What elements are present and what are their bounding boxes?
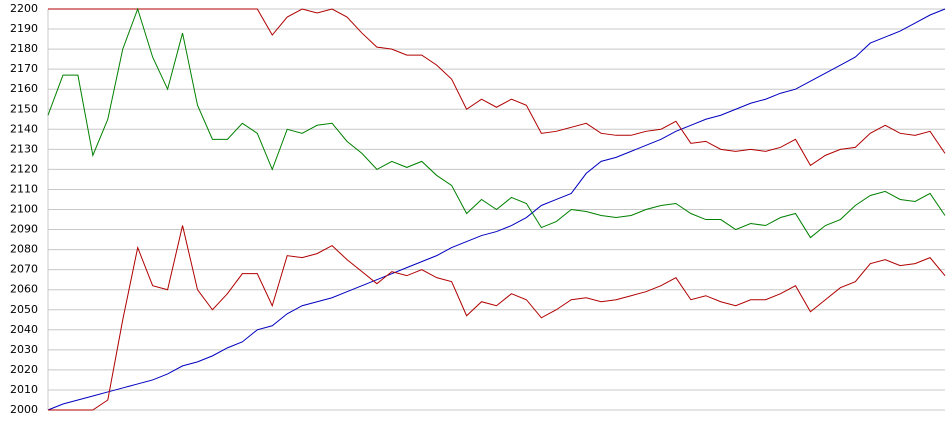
- data-line: [47, 8, 946, 411]
- y-tick-label: 2200: [10, 2, 38, 15]
- y-tick-label: 2070: [10, 263, 38, 276]
- y-tick-label: 2140: [10, 122, 38, 135]
- y-tick-label: 2180: [10, 42, 38, 55]
- y-tick-label: 2010: [10, 383, 38, 396]
- y-tick-label: 2100: [10, 203, 38, 216]
- y-tick-label: 2120: [10, 162, 38, 175]
- y-tick-label: 2110: [10, 182, 38, 195]
- y-tick-label: 2000: [10, 403, 38, 416]
- y-tick-label: 2050: [10, 303, 38, 316]
- y-tick-label: 2020: [10, 363, 38, 376]
- y-tick-label: 2170: [10, 62, 38, 75]
- y-tick-label: 2150: [10, 102, 38, 115]
- y-tick-label: 2060: [10, 283, 38, 296]
- y-tick-label: 2040: [10, 323, 38, 336]
- y-tick-label: 2030: [10, 343, 38, 356]
- data-line: [47, 7, 946, 239]
- data-line: [48, 8, 946, 167]
- y-tick-label: 2090: [10, 223, 38, 236]
- y-tick-label: 2190: [10, 22, 38, 35]
- y-tick-label: 2160: [10, 82, 38, 95]
- data-line: [48, 225, 946, 411]
- y-tick-label: 2080: [10, 243, 38, 256]
- y-tick-label: 2130: [10, 142, 38, 155]
